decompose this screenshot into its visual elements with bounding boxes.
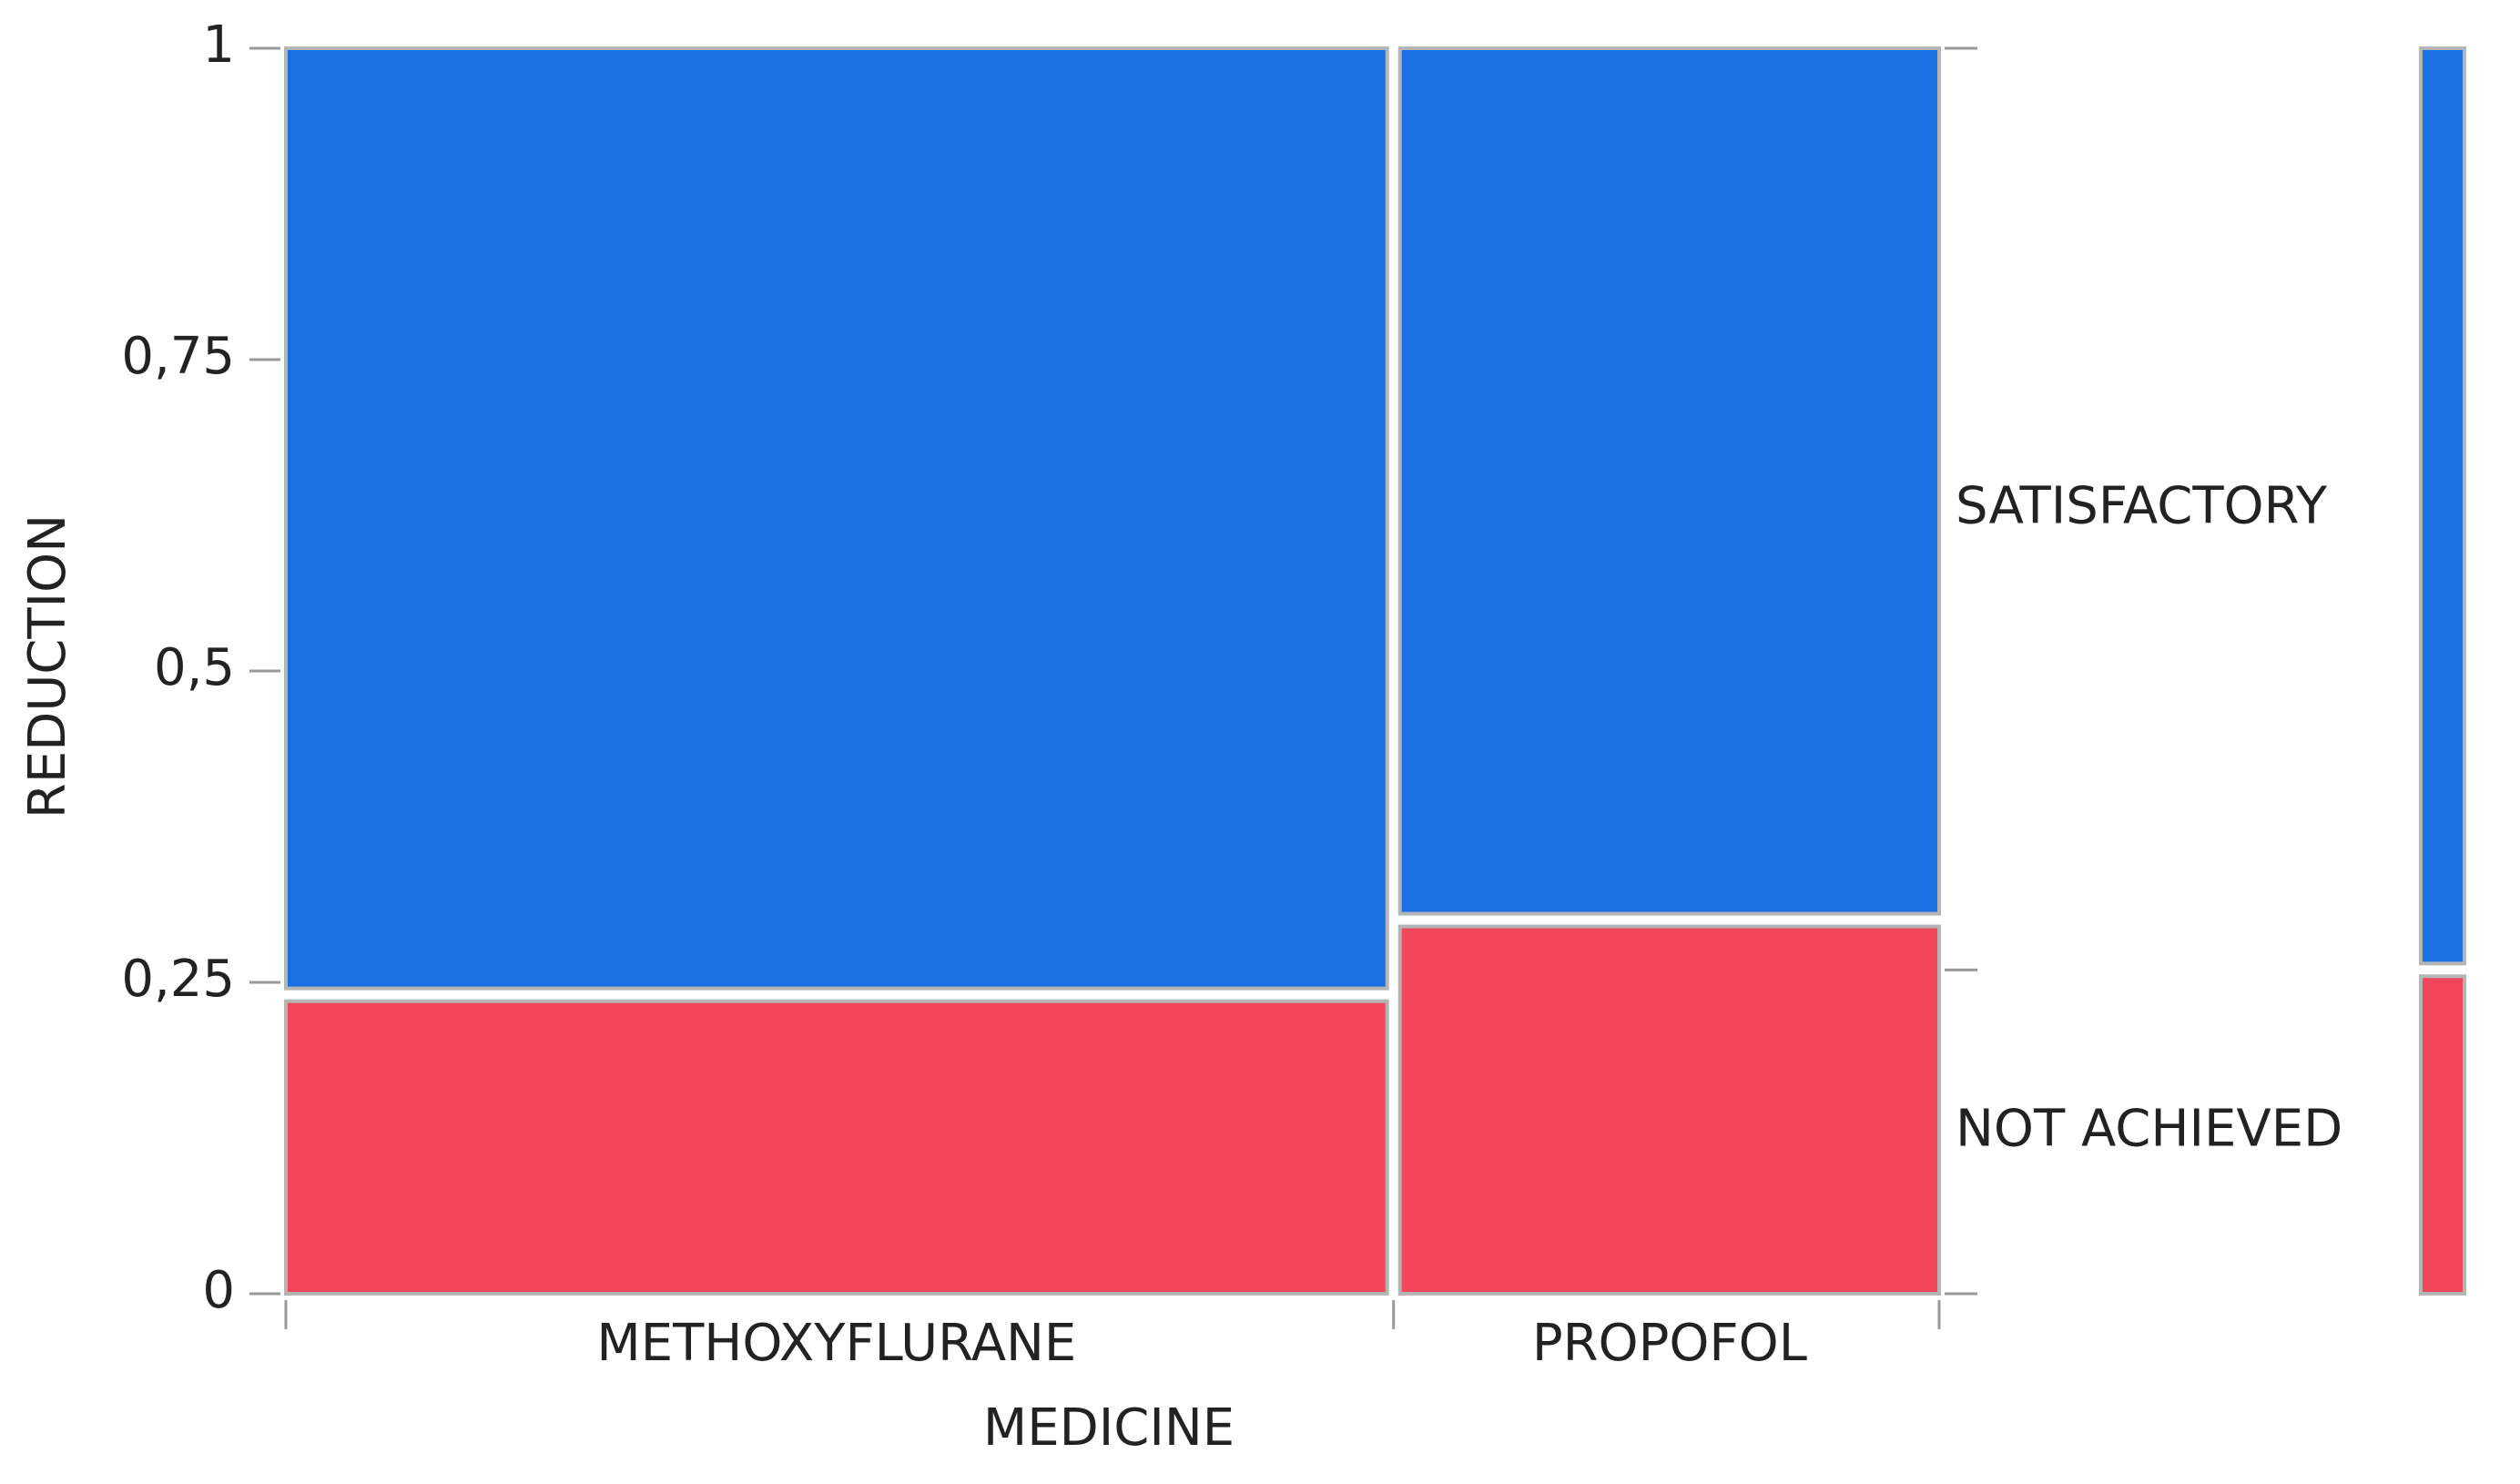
x-tick-label: METHOXYFLURANE: [596, 1314, 1076, 1373]
mosaic-cell: [1397, 924, 1941, 1296]
y-tick-label: 0,5: [154, 638, 235, 697]
marginal-cell: [2419, 974, 2466, 1296]
y-axis-label: REDUCTION: [18, 514, 77, 818]
y-tick-label: 0,75: [121, 327, 235, 386]
mosaic-cell: [284, 46, 1389, 991]
legend-label: NOT ACHIEVED: [1956, 1099, 2342, 1158]
legend-label: SATISFACTORY: [1956, 476, 2328, 535]
mosaic-cell: [284, 999, 1389, 1296]
y-tick-label: 0: [202, 1261, 235, 1320]
y-tick-label: 0,25: [121, 950, 235, 1009]
mosaic-cell: [1397, 46, 1941, 916]
x-tick-label: PROPOFOL: [1532, 1314, 1807, 1373]
x-axis-label: MEDICINE: [983, 1398, 1235, 1458]
marginal-cell: [2419, 46, 2466, 966]
y-tick-label: 1: [202, 15, 235, 75]
